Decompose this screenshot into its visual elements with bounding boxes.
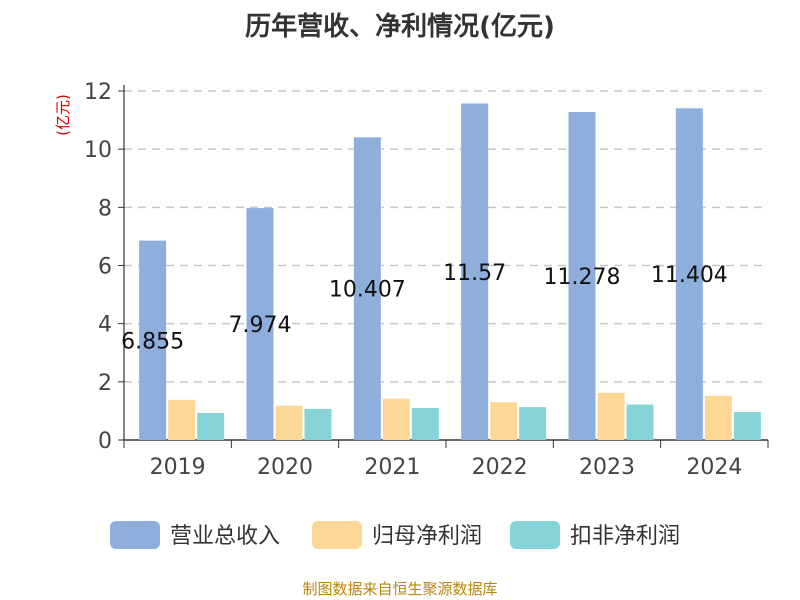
- bar: [139, 240, 167, 440]
- bar: [626, 404, 654, 440]
- x-tick-label: 2023: [579, 455, 635, 480]
- axes: 0 2 4 6 8 10 12 (亿元) 2019 2020 2021 2022 2023 2024: [54, 80, 769, 480]
- y-tick-label: 0: [98, 429, 112, 454]
- bar: [704, 395, 732, 440]
- bar: [275, 405, 303, 440]
- y-tick-label: 12: [84, 80, 112, 105]
- bar: [568, 111, 596, 440]
- y-tick-label: 10: [84, 138, 112, 163]
- data-label: 7.974: [229, 313, 292, 338]
- legend-label: 营业总收入: [170, 524, 280, 549]
- data-label: 10.407: [329, 278, 406, 303]
- source-note: 制图数据来自恒生聚源数据库: [302, 580, 498, 598]
- legend: 营业总收入 归母净利润 扣非净利润: [110, 521, 680, 549]
- bar: [168, 399, 196, 440]
- data-label: 11.404: [651, 263, 728, 288]
- x-tick-label: 2019: [150, 455, 206, 480]
- x-tick-label: 2022: [472, 455, 528, 480]
- bar: [246, 208, 274, 440]
- x-tick-label: 2021: [364, 455, 420, 480]
- bar: [353, 137, 381, 440]
- bar: [490, 402, 518, 440]
- bars: [139, 103, 761, 441]
- legend-swatch: [110, 521, 160, 549]
- grid-lines: [124, 90, 768, 383]
- legend-label: 归母净利润: [372, 524, 482, 549]
- bar: [411, 408, 439, 440]
- bar: [382, 398, 410, 440]
- data-label: 11.278: [544, 265, 621, 290]
- bar: [675, 108, 703, 440]
- bar: [597, 392, 625, 440]
- data-label: 11.57: [443, 261, 506, 286]
- y-tick-label: 6: [98, 255, 112, 280]
- y-axis-label: (亿元): [54, 94, 72, 136]
- y-tick-label: 4: [98, 313, 112, 338]
- bar: [733, 412, 761, 440]
- bar: [519, 407, 547, 440]
- data-label: 6.855: [121, 329, 184, 354]
- bar: [461, 103, 489, 441]
- bar: [197, 412, 225, 440]
- y-tick-label: 2: [98, 371, 112, 396]
- bar: [304, 408, 332, 440]
- x-tick-label: 2024: [686, 455, 742, 480]
- legend-swatch: [510, 521, 560, 549]
- legend-swatch: [312, 521, 362, 549]
- chart-title: 历年营收、净利情况(亿元): [245, 12, 555, 42]
- y-tick-label: 8: [98, 196, 112, 221]
- x-tick-label: 2020: [257, 455, 313, 480]
- data-labels: 6.855 7.974 10.407 11.57 11.278 11.404: [121, 261, 728, 355]
- legend-label: 扣非净利润: [570, 524, 680, 549]
